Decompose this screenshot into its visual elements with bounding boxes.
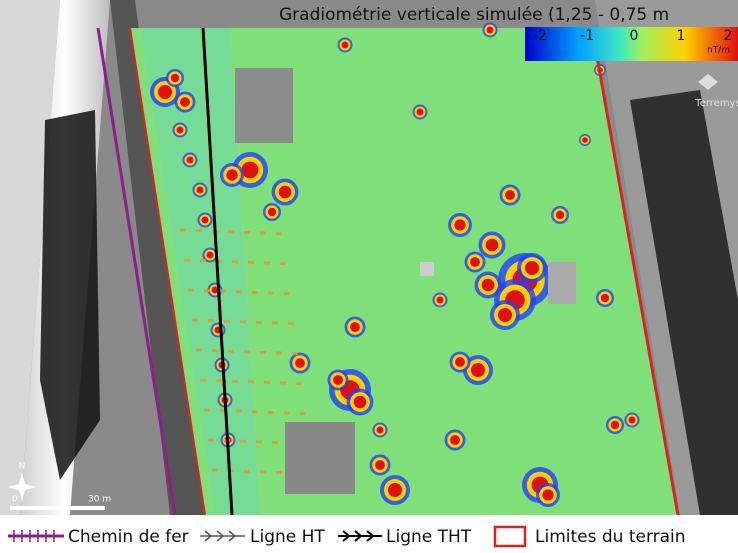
anomaly-core	[242, 162, 259, 179]
anomaly-core	[470, 257, 480, 267]
colorbar-tick-label: 1	[677, 28, 686, 44]
anomaly-core	[354, 396, 367, 409]
anomaly-core	[450, 435, 460, 445]
building	[420, 262, 434, 276]
anomaly-core	[601, 294, 609, 302]
colorbar-tick-label: -1	[580, 28, 594, 44]
anomaly-core	[455, 357, 465, 367]
building	[235, 68, 293, 143]
title: Gradiométrie verticale simulée (1,25 - 0…	[279, 5, 669, 25]
anomaly-core	[377, 427, 384, 434]
anomaly-core	[629, 417, 636, 424]
legend-label: Ligne HT	[250, 527, 325, 547]
anomaly-core	[482, 279, 495, 292]
building	[548, 262, 576, 304]
anomaly-core	[177, 127, 184, 134]
colorbar-tick-label: -2	[533, 28, 547, 44]
anomaly-core	[505, 190, 515, 200]
scale-end: 30 m	[88, 495, 111, 505]
building	[285, 422, 355, 494]
anomaly-core	[388, 483, 402, 497]
anomaly-core	[268, 208, 276, 216]
anomaly-core	[187, 157, 194, 164]
anomaly-core	[295, 358, 305, 368]
scale-start: 0	[12, 495, 18, 505]
map-area: -2 -1 0 1 2 nT/m Terremys N 0 30 m	[0, 0, 738, 515]
legend-label: Ligne THT	[386, 527, 472, 547]
anomaly-core	[207, 252, 214, 259]
anomaly-core	[542, 489, 553, 500]
anomaly-core	[454, 219, 465, 230]
anomaly-core	[333, 375, 343, 385]
anomaly-core	[471, 363, 485, 377]
anomaly-core	[417, 109, 424, 116]
anomaly-core	[582, 137, 588, 143]
anomaly-core	[375, 460, 385, 470]
anomaly-core	[180, 97, 190, 107]
anomaly-core	[437, 297, 444, 304]
anomaly-core	[171, 74, 179, 82]
anomaly-core	[611, 421, 619, 429]
anomaly-core	[556, 211, 564, 219]
anomaly-core	[525, 261, 539, 275]
anomaly-core	[197, 187, 204, 194]
anomaly-core	[350, 322, 360, 332]
colorbar-tick-label: 2	[724, 28, 733, 44]
legend-label: Limites du terrain	[535, 527, 686, 547]
map: -2 -1 0 1 2 nT/m Terremys N 0 30 m Gradiomét…	[0, 0, 738, 553]
scale-bar	[10, 506, 105, 510]
legend-label: Chemin de fer	[68, 527, 189, 547]
anomaly-core	[202, 217, 209, 224]
colorbar-tick-label: 0	[630, 28, 639, 44]
colorbar-unit: nT/m	[707, 46, 730, 56]
vegetation	[40, 110, 100, 480]
anomaly-core	[158, 85, 172, 99]
anomaly-core	[498, 308, 512, 322]
anomaly-core	[486, 239, 499, 252]
north-label: N	[19, 462, 26, 472]
anomaly-core	[342, 42, 349, 49]
logo: Terremys	[694, 98, 738, 109]
anomaly-core	[279, 186, 292, 199]
anomaly-core	[226, 169, 237, 180]
page: -2 -1 0 1 2 nT/m Terremys N 0 30 m Gradiomét…	[0, 0, 738, 553]
